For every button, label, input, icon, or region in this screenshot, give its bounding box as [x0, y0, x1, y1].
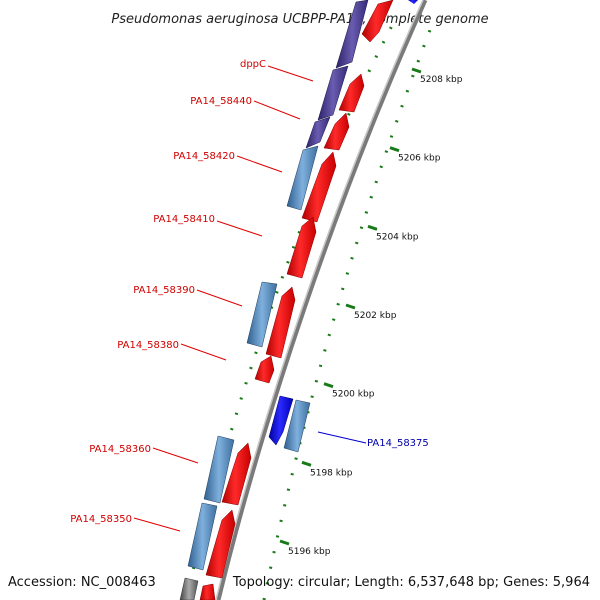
leader-line — [253, 100, 301, 120]
scale-tick-mark — [411, 67, 422, 74]
scale-tick-label: 5196 kbp — [288, 547, 331, 557]
gene-label: PA14_58350 — [70, 514, 132, 525]
leader-line — [236, 155, 283, 173]
gene-label: PA14_58360 — [89, 444, 151, 455]
genome-backbone — [215, 0, 428, 600]
scale-tick-label: 5208 kbp — [420, 75, 463, 85]
gene-cds-reverse — [317, 65, 349, 121]
scale-ticks: 5196 kbp 5198 kbp 5200 kbp 5202 kbp 5204 kbp… — [279, 67, 463, 557]
gene-cds-forward — [265, 286, 296, 359]
gene-labels: dppC PA14_58440 PA14_58420 PA14_58410 PA… — [70, 59, 429, 532]
gene-label: PA14_58440 — [190, 96, 252, 107]
gene-cds-forward — [338, 73, 365, 113]
forward-strand-genes — [199, 0, 394, 600]
leader-line — [267, 65, 314, 82]
gene-cds-reverse — [203, 435, 235, 504]
gene-cds-reverse — [179, 577, 199, 600]
gene-cds-forward — [254, 355, 275, 384]
map-title: Pseudomonas aeruginosa UCBPP-PA14, compl… — [111, 12, 488, 27]
gene-label: PA14_58410 — [153, 214, 215, 225]
leader-line — [180, 343, 227, 361]
gene-cds-steel — [283, 399, 311, 453]
scale-tick-label: 5200 kbp — [332, 390, 375, 400]
gene-cds-reverse — [246, 281, 278, 348]
gene-cds-forward — [286, 216, 317, 279]
gene-label: PA14_58380 — [117, 340, 179, 351]
scale-tick-mark — [279, 539, 290, 546]
gene-cds-reverse — [187, 502, 218, 571]
leader-line — [196, 289, 243, 307]
genome-summary-text: Topology: circular; Length: 6,537,648 bp… — [232, 575, 590, 590]
scale-tick-mark — [389, 146, 400, 153]
gene-label: PA14_58390 — [133, 285, 195, 296]
gene-cds-forward — [221, 442, 252, 506]
genome-backbone-highlight — [215, 0, 424, 600]
gene-cds-forward — [199, 583, 216, 600]
scale-tick-label: 5206 kbp — [398, 154, 441, 164]
scale-tick-mark — [301, 460, 312, 467]
gene-cds-forward — [205, 509, 236, 579]
gene-cds-reverse — [286, 145, 319, 211]
leader-line — [216, 220, 263, 237]
leader-line — [133, 517, 181, 532]
gene-label: PA14_58420 — [173, 151, 235, 162]
scale-tick-mark — [323, 382, 334, 389]
inner-strand-genes — [268, 0, 418, 453]
gene-cds-reverse — [335, 0, 369, 69]
gene-cds-blue — [408, 0, 418, 4]
gene-cds-forward — [323, 112, 350, 151]
reverse-strand-genes — [179, 0, 369, 600]
scale-tick-label: 5204 kbp — [376, 232, 419, 242]
gene-cds-blue — [268, 395, 294, 446]
leader-line — [317, 431, 367, 444]
leader-line — [152, 447, 199, 464]
gene-cds-forward — [361, 0, 394, 43]
accession-text: Accession: NC_008463 — [8, 575, 156, 590]
scale-tick-label: 5202 kbp — [354, 311, 397, 321]
gene-label: PA14_58375 — [367, 438, 429, 449]
scale-tick-mark — [345, 303, 356, 310]
gene-cds-reverse — [305, 116, 331, 149]
scale-tick-mark — [367, 224, 378, 231]
gene-cds-forward — [301, 151, 337, 223]
scale-tick-label: 5198 kbp — [310, 468, 353, 478]
gene-label: dppC — [240, 59, 266, 70]
